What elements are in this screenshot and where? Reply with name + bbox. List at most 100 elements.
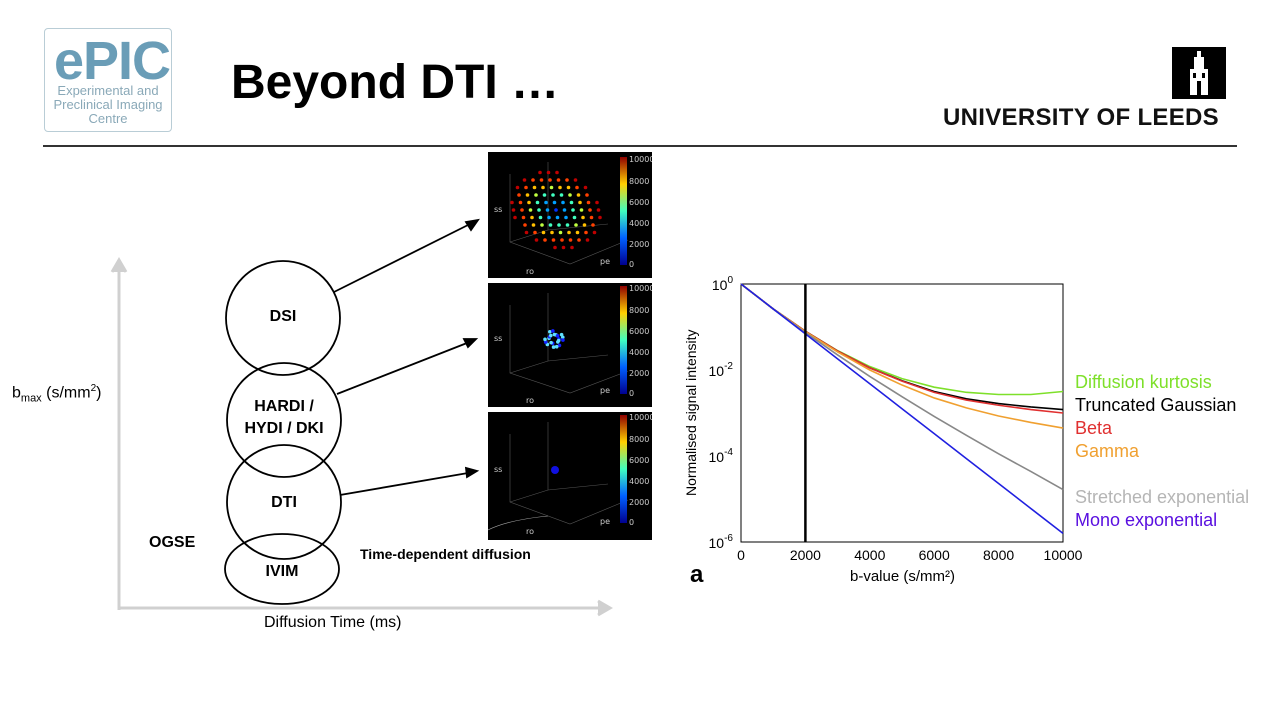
epic-logo-line1: Experimental and [57, 83, 159, 98]
svg-text:0: 0 [629, 518, 634, 527]
slide-title: Beyond DTI … [231, 56, 560, 109]
qspace-dot [561, 338, 565, 342]
qspace-dot [540, 223, 544, 227]
qspace-dot [570, 245, 574, 250]
series-line-5 [740, 283, 1064, 535]
signal-decay-chart: 0 2000 4000 6000 8000 10000 100 10-2 10-4 10-6 N… [683, 275, 1083, 588]
qspace-dot [561, 200, 565, 205]
dti-label: DTI [271, 494, 297, 511]
svg-text:2000: 2000 [629, 369, 649, 378]
qspace-dot [555, 170, 559, 175]
qspace-dot [579, 208, 584, 212]
dti-circle [226, 444, 342, 560]
qspace-dot [556, 340, 560, 344]
qspace-dot [546, 170, 551, 175]
qspace-dot [558, 185, 562, 190]
svg-text:6000: 6000 [629, 327, 649, 336]
x-tick-label: 8000 [983, 547, 1014, 563]
qspace-dot [576, 193, 581, 197]
qspace-dot [560, 238, 564, 242]
hardi-label-line2: HYDI / DKI [244, 420, 324, 437]
qspace-dot [565, 223, 570, 227]
qspace-dot [520, 208, 524, 212]
y-tick-label: 10-6 [709, 533, 734, 551]
qspace-dot [585, 193, 589, 197]
qspace-dot [511, 208, 516, 212]
qspace-dot [583, 185, 588, 190]
legend-entry: Gamma [1075, 441, 1140, 461]
qspace-dot [551, 238, 556, 242]
qspace-dot [564, 215, 568, 220]
qspace-dot [572, 215, 577, 220]
x-tick-label: 4000 [854, 547, 885, 563]
qspace-dot [582, 223, 587, 227]
qspace-dot [551, 329, 555, 333]
x-axis-arrow [119, 599, 613, 617]
qspace-dot [541, 185, 545, 190]
qspace-dot [533, 230, 537, 235]
qspace-dot [584, 230, 588, 235]
arrow-dti [339, 472, 469, 496]
qspace-dot [561, 245, 566, 250]
qspace-dot [552, 200, 557, 205]
qspace-dot [513, 215, 517, 220]
qspace-dot [553, 245, 557, 250]
svg-text:8000: 8000 [629, 177, 649, 186]
qspace-dot [560, 335, 565, 340]
qspace-dot [528, 208, 533, 212]
y-tick-label: 100 [712, 275, 734, 293]
qspace-dot [575, 230, 580, 235]
svg-text:ro: ro [526, 396, 534, 405]
legend-entry: Stretched exponential [1075, 487, 1250, 507]
qspace-dot [567, 230, 571, 235]
y-axis-label: bmax (s/mm2) [12, 383, 102, 405]
svg-text:6000: 6000 [629, 198, 649, 207]
qspace-dot [577, 238, 581, 242]
x-tick-label: 0 [737, 547, 745, 563]
svg-text:10000: 10000 [629, 284, 652, 293]
svg-text:8000: 8000 [629, 435, 649, 444]
legend-entry: Mono exponential [1075, 510, 1218, 530]
qspace-dot [578, 200, 582, 205]
arrow-dsi [333, 223, 471, 293]
time-dependent-label: Time-dependent diffusion [360, 546, 531, 562]
qspace-dot [591, 223, 595, 227]
qspace-dot [538, 215, 543, 220]
qspace-dot [592, 230, 597, 235]
qspace-dot [554, 208, 558, 212]
qspace-dot [568, 238, 573, 242]
qspace-dot [545, 208, 550, 212]
university-crest-icon [1172, 47, 1226, 99]
qspace-dot [543, 340, 548, 344]
qspace-dot [531, 223, 536, 227]
plot-frame [740, 283, 1064, 543]
qspace-dot [595, 200, 599, 205]
svg-text:10000: 10000 [629, 413, 652, 422]
y-axis-title: Normalised signal intensity [683, 329, 699, 496]
qspace-dot [522, 178, 527, 182]
qspace-dot [575, 185, 579, 190]
qspace-dot [524, 185, 528, 190]
qspace-panel-dti: 10000 8000 6000 4000 2000 0 ss ro pe [487, 412, 654, 540]
qspace-dot [542, 193, 547, 197]
hardi-circle [226, 362, 342, 478]
qspace-dot [537, 208, 541, 212]
qspace-panel-hardi: 10000 8000 6000 4000 2000 0 ss ro pe [488, 283, 654, 407]
qspace-dot [515, 185, 520, 190]
qspace-dot [549, 185, 554, 190]
qspace-dot [548, 223, 553, 227]
svg-text:ro: ro [526, 267, 534, 276]
arrow-hardi [336, 342, 468, 395]
qspace-dot [557, 223, 561, 227]
qspace-dot [569, 200, 574, 205]
x-tick-label: 2000 [790, 547, 821, 563]
qspace-dot [538, 170, 542, 175]
qspace-dot [550, 230, 554, 235]
qspace-dot [562, 208, 567, 212]
svg-text:pe: pe [600, 257, 610, 266]
qspace-dot [598, 215, 602, 220]
qspace-dot [521, 215, 526, 220]
qspace-dot [548, 178, 552, 182]
svg-text:ss: ss [494, 465, 502, 474]
